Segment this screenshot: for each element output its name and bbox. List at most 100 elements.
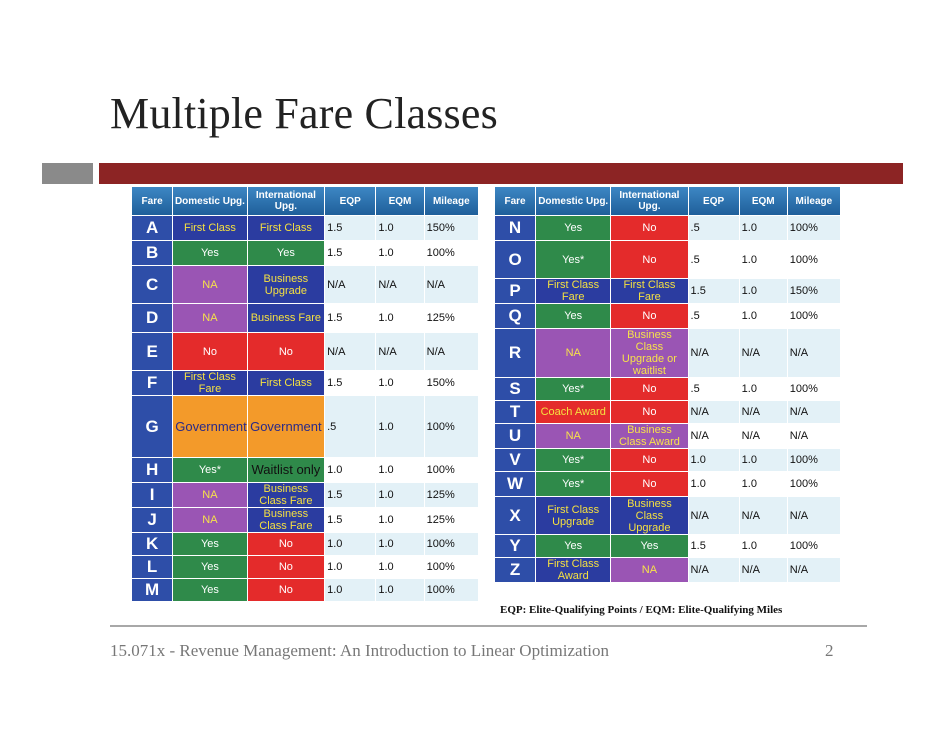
fare-code: L [132,556,173,578]
international-upgrade-cell: Government [247,396,325,457]
column-header: Fare [132,187,173,215]
slide-title: Multiple Fare Classes [110,89,498,138]
mileage-cell: N/A [424,266,478,303]
eqm-cell: 1.0 [376,304,424,332]
international-upgrade-cell: Business Class Upgrade [611,497,688,534]
eqp-cell: .5 [325,396,376,457]
table-row: Q Yes No .5 1.0 100% [495,304,840,328]
domestic-upgrade-cell: Yes [173,579,247,601]
international-upgrade-cell: No [611,241,688,278]
domestic-upgrade-cell: Government [173,396,247,457]
domestic-upgrade-cell: First Class Fare [536,279,611,303]
table-row: D NA Business Fare 1.5 1.0 125% [132,304,478,332]
mileage-cell: 150% [424,216,478,240]
domestic-upgrade-cell: Coach Award [536,401,611,423]
eqm-cell: 1.0 [376,458,424,482]
fare-code: H [132,458,173,482]
mileage-cell: 100% [424,533,478,555]
fare-code: E [132,333,173,370]
eqp-cell: N/A [688,558,739,582]
table-row: C NA Business Upgrade N/A N/A N/A [132,266,478,303]
table-row: H Yes* Waitlist only 1.0 1.0 100% [132,458,478,482]
international-upgrade-cell: First Class [247,371,325,395]
fare-code: I [132,483,173,507]
table-row: Y Yes Yes 1.5 1.0 100% [495,535,840,557]
international-upgrade-cell: Business Class Fare [247,483,325,507]
eqm-cell: 1.0 [739,535,787,557]
eqm-cell: 1.0 [376,556,424,578]
eqm-cell: 1.0 [376,371,424,395]
fare-code: A [132,216,173,240]
domestic-upgrade-cell: Yes* [536,449,611,471]
international-upgrade-cell: Yes [247,241,325,265]
eqp-cell: .5 [688,216,739,240]
eqp-cell: 1.0 [325,533,376,555]
fare-code: N [495,216,536,240]
mileage-cell: 100% [787,241,840,278]
fare-code: P [495,279,536,303]
table-row: J NA Business Class Fare 1.5 1.0 125% [132,508,478,532]
eqm-cell: N/A [376,333,424,370]
table-row: X First Class Upgrade Business Class Upgra… [495,497,840,534]
eqp-cell: 1.0 [688,449,739,471]
eqm-cell: 1.0 [376,579,424,601]
eqm-cell: 1.0 [376,241,424,265]
domestic-upgrade-cell: No [173,333,247,370]
table-row: B Yes Yes 1.5 1.0 100% [132,241,478,265]
mileage-cell: 100% [787,304,840,328]
column-header: EQP [325,187,376,215]
fare-code: R [495,329,536,377]
international-upgrade-cell: No [611,472,688,496]
fare-code: D [132,304,173,332]
eqp-cell: 1.0 [325,556,376,578]
domestic-upgrade-cell: NA [173,483,247,507]
mileage-cell: N/A [787,497,840,534]
domestic-upgrade-cell: First Class Award [536,558,611,582]
mileage-cell: 100% [424,396,478,457]
eqm-cell: 1.0 [376,533,424,555]
eqm-cell: 1.0 [376,508,424,532]
column-header: International Upg. [611,187,688,215]
mileage-cell: N/A [787,558,840,582]
eqm-cell: 1.0 [739,449,787,471]
column-header: International Upg. [247,187,325,215]
domestic-upgrade-cell: Yes [173,533,247,555]
domestic-upgrade-cell: NA [536,424,611,448]
footer-text: 15.071x - Revenue Management: An Introdu… [110,641,610,660]
mileage-cell: 125% [424,483,478,507]
domestic-upgrade-cell: First Class [173,216,247,240]
table-row: S Yes* No .5 1.0 100% [495,378,840,400]
eqp-cell: N/A [688,497,739,534]
column-header: Fare [495,187,536,215]
eqp-cell: .5 [688,304,739,328]
eqp-cell: N/A [688,329,739,377]
table-row: A First Class First Class 1.5 1.0 150% [132,216,478,240]
fare-code: M [132,579,173,601]
international-upgrade-cell: First Class Fare [611,279,688,303]
domestic-upgrade-cell: Yes* [536,472,611,496]
mileage-cell: 125% [424,304,478,332]
mileage-cell: N/A [787,424,840,448]
eqp-cell: .5 [688,378,739,400]
eqp-cell: 1.5 [325,216,376,240]
fare-code: Q [495,304,536,328]
eqm-cell: 1.0 [739,378,787,400]
mileage-cell: N/A [787,329,840,377]
domestic-upgrade-cell: NA [173,304,247,332]
table-row: E No No N/A N/A N/A [132,333,478,370]
international-upgrade-cell: Business Upgrade [247,266,325,303]
mileage-cell: N/A [424,333,478,370]
fare-code: S [495,378,536,400]
eqm-cell: 1.0 [376,216,424,240]
domestic-upgrade-cell: First Class Fare [173,371,247,395]
domestic-upgrade-cell: Yes [173,556,247,578]
mileage-cell: 150% [424,371,478,395]
fare-table-right: Fare Domestic Upg. International Upg. EQP EQ… [494,186,841,583]
domestic-upgrade-cell: Yes* [536,241,611,278]
domestic-upgrade-cell: Yes [173,241,247,265]
column-header: EQP [688,187,739,215]
fare-code: F [132,371,173,395]
table-row: O Yes* No .5 1.0 100% [495,241,840,278]
domestic-upgrade-cell: Yes [536,216,611,240]
fare-code: Z [495,558,536,582]
